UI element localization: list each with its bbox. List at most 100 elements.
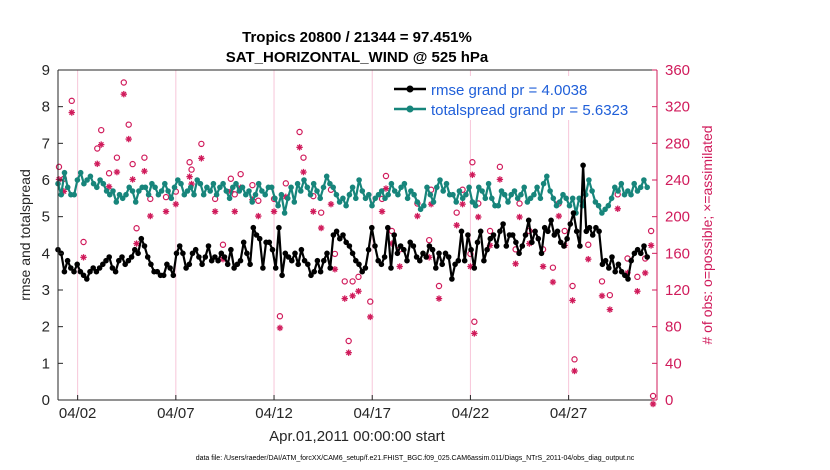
totalspread-point	[301, 177, 307, 183]
series-layer	[55, 79, 657, 408]
totalspread-point	[463, 191, 469, 198]
obs-assimilated-stroke	[355, 288, 362, 294]
obs-assimilated-point	[396, 263, 403, 270]
rmse-point	[164, 261, 170, 268]
obs-possible-point	[129, 160, 136, 168]
obs-possible-point	[355, 273, 362, 281]
rmse-point	[545, 228, 551, 235]
obs-possible-point	[571, 356, 578, 363]
totalspread-point	[417, 206, 424, 213]
rmse-point	[445, 254, 452, 260]
obs-assimilated-stroke	[114, 169, 120, 175]
totalspread-point	[511, 188, 518, 194]
obs-assimilated-point	[512, 260, 519, 267]
totalspread-point	[485, 180, 492, 187]
rmse-point	[202, 254, 209, 260]
x-axis-label: Apr.01,2011 00:00:00 start	[269, 428, 446, 445]
rmse-point	[77, 268, 84, 275]
rmse-point	[308, 272, 314, 279]
obs-assimilated-stroke	[80, 254, 87, 261]
totalspread-point	[158, 188, 165, 194]
rmse-point	[484, 246, 490, 253]
obs-assimilated-stroke	[397, 263, 403, 270]
totalspread-point	[382, 195, 388, 202]
obs-possible-point	[141, 154, 148, 161]
obs-possible-point	[227, 175, 235, 182]
totalspread-point	[362, 195, 369, 202]
totalspread-point	[84, 177, 90, 183]
obs-assimilated-point	[549, 278, 557, 286]
totalspread-point	[476, 184, 482, 191]
obs-assimilated-point	[414, 212, 421, 220]
obs-possible-point	[80, 238, 87, 246]
rmse-point	[385, 224, 391, 231]
rmse-point	[215, 257, 221, 264]
totalspread-point	[644, 184, 650, 191]
obs-possible-point	[162, 193, 170, 201]
obs-possible-point	[634, 273, 641, 281]
obs-possible-point	[94, 145, 101, 152]
rmse-point	[381, 254, 388, 260]
rmse-point	[407, 239, 414, 246]
rmse-point	[80, 272, 87, 279]
obs-assimilated-point	[125, 135, 132, 143]
rmse-point	[228, 246, 234, 253]
totalspread-point	[197, 180, 204, 187]
y2-tick-label: 280	[665, 135, 690, 152]
y-tick-label: 5	[42, 209, 50, 226]
totalspread-point	[87, 173, 94, 180]
totalspread-point	[369, 202, 375, 209]
totalspread-point	[631, 180, 637, 187]
y-tick-label: 7	[42, 135, 50, 152]
totalspread-point	[243, 191, 249, 198]
obs-assimilated-stroke	[569, 297, 576, 304]
rmse-point	[420, 250, 426, 257]
rmse-point	[554, 228, 561, 235]
obs-assimilated-point	[555, 212, 563, 220]
chart-title: Tropics 20800 / 21344 = 97.451%	[242, 29, 472, 46]
obs-assimilated-stroke	[585, 256, 591, 262]
rmse-point	[570, 210, 577, 216]
totalspread-point	[527, 195, 534, 202]
rmse-point	[465, 232, 471, 238]
rmse-point	[231, 265, 237, 271]
obs-assimilated-stroke	[328, 201, 334, 207]
rmse-point	[173, 250, 180, 257]
obs-assimilated-stroke	[599, 293, 605, 299]
rmse-point	[100, 261, 106, 268]
obs-assimilated-point	[133, 240, 140, 247]
obs-possible-point	[598, 278, 606, 285]
rmse-point	[128, 254, 135, 260]
obs-assimilated-stroke	[383, 185, 389, 192]
rmse-point	[170, 272, 177, 279]
rmse-point	[573, 228, 580, 235]
rmse-point	[500, 221, 506, 227]
obs-possible-point	[345, 337, 352, 345]
rmse-point	[186, 261, 193, 268]
obs-assimilated-point	[68, 109, 75, 116]
totalspread-point	[395, 191, 401, 198]
totalspread-point	[618, 180, 625, 187]
totalspread-point	[107, 191, 113, 198]
rmse-point	[106, 254, 112, 260]
obs-assimilated-stroke	[129, 176, 136, 183]
obs-assimilated-point	[569, 297, 576, 304]
obs-assimilated-stroke	[650, 401, 656, 407]
totalspread-point	[356, 177, 362, 183]
obs-possible-point	[198, 140, 205, 148]
totalspread-point	[366, 191, 372, 198]
totalspread-point	[97, 177, 103, 183]
rmse-point	[423, 254, 430, 260]
totalspread-point	[64, 184, 71, 191]
rmse-point	[285, 254, 292, 260]
obs-assimilated-point	[255, 212, 262, 220]
totalspread-point	[255, 180, 262, 187]
rmse-point	[375, 257, 382, 264]
y-tick-label: 4	[42, 245, 50, 262]
totalspread-point	[343, 202, 349, 209]
rmse-point	[429, 246, 436, 253]
axes-layer: 04/02 04/07 04/12 04/17 04/22 04/27 0 1 2 3 4 5 6 7 8 9…	[42, 62, 690, 422]
obs-assimilated-stroke	[459, 201, 466, 207]
obs-assimilated-stroke	[379, 208, 385, 215]
rmse-point	[298, 246, 305, 253]
